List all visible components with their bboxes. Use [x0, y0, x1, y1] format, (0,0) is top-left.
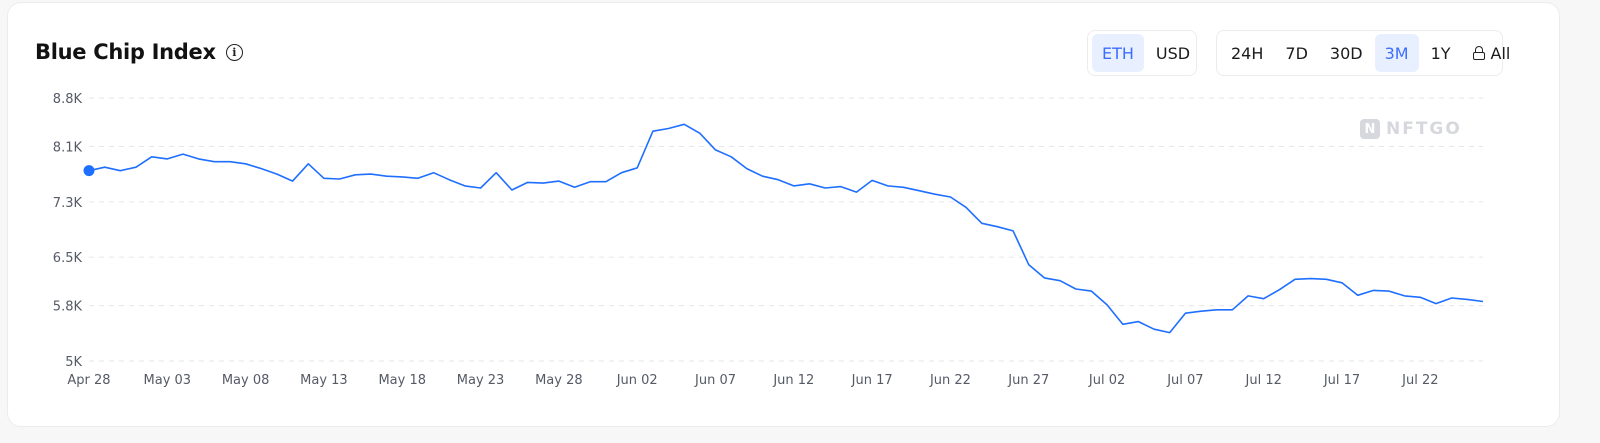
x-tick-label: Apr 28	[67, 373, 110, 388]
x-tick-label: Jul 12	[1245, 373, 1282, 388]
lock-icon	[1472, 46, 1485, 60]
watermark-text: NFTGO	[1386, 119, 1462, 139]
x-tick-label: Jul 17	[1323, 373, 1360, 388]
x-tick-label: May 18	[378, 373, 426, 388]
nftgo-logo-icon: N	[1360, 119, 1380, 139]
x-tick-label: Jun 22	[929, 373, 971, 388]
range-3m-button[interactable]: 3M	[1374, 34, 1419, 72]
y-tick-label: 5.8K	[53, 300, 83, 315]
range-7d-button[interactable]: 7D	[1285, 43, 1308, 63]
y-tick-label: 5K	[65, 355, 82, 370]
range-30d-button[interactable]: 30D	[1329, 43, 1363, 63]
watermark: N NFTGO	[1360, 118, 1462, 140]
x-tick-label: Jul 02	[1088, 373, 1125, 388]
range-all-button[interactable]: All	[1463, 34, 1521, 72]
page-title: Blue Chip Index	[35, 40, 216, 64]
x-tick-label: May 23	[457, 373, 505, 388]
x-tick-label: May 03	[144, 373, 192, 388]
info-icon[interactable]: i	[225, 43, 243, 61]
currency-toggle: ETH USD	[1087, 30, 1197, 76]
x-tick-label: Jun 27	[1007, 373, 1049, 388]
x-tick-label: Jun 02	[616, 373, 658, 388]
currency-eth-button[interactable]: ETH	[1092, 34, 1144, 72]
y-tick-label: 8.1K	[53, 140, 83, 155]
x-tick-label: Jun 17	[851, 373, 893, 388]
range-24h-button[interactable]: 24H	[1231, 43, 1264, 63]
y-tick-label: 6.5K	[53, 251, 83, 266]
x-tick-label: May 28	[535, 373, 583, 388]
currency-usd-button[interactable]: USD	[1155, 43, 1191, 63]
x-tick-label: Jul 07	[1166, 373, 1203, 388]
range-1y-button[interactable]: 1Y	[1430, 43, 1451, 63]
y-tick-label: 7.3K	[53, 196, 83, 211]
y-tick-label: 8.8K	[53, 92, 83, 107]
range-toggle: 24H 7D 30D 3M 1Y All	[1216, 30, 1510, 76]
data-point-marker	[83, 165, 95, 177]
x-tick-label: Jun 07	[694, 373, 736, 388]
x-tick-label: May 13	[300, 373, 348, 388]
x-tick-label: May 08	[222, 373, 270, 388]
series-line	[88, 123, 1484, 334]
x-tick-label: Jul 22	[1401, 373, 1438, 388]
chart-header: Blue Chip Index i	[35, 40, 243, 64]
range-all-label: All	[1490, 43, 1511, 63]
x-tick-label: Jun 12	[772, 373, 814, 388]
